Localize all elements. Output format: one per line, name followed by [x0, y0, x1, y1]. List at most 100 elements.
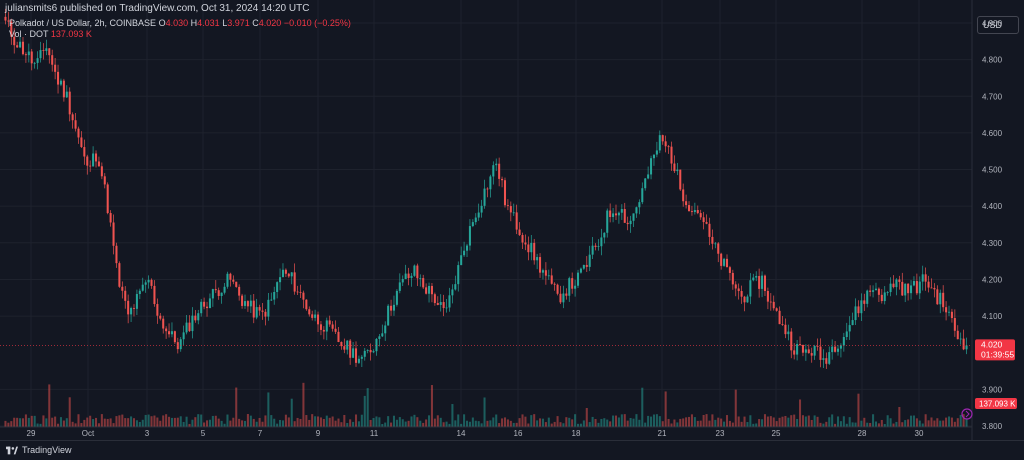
symbol-title[interactable]: Polkadot / US Dollar, 2h, COINBASE [9, 18, 157, 28]
volume-bar [617, 417, 620, 427]
candle-body [813, 346, 816, 356]
volume-bar [54, 416, 57, 427]
volume-bar [962, 414, 965, 427]
volume-bar [445, 421, 448, 427]
volume-bar [480, 423, 483, 427]
volume-bar [48, 384, 51, 427]
price-chart[interactable]: 4.900 4.800 4.700 4.600 4.500 4.400 4.300 4.200… [0, 0, 1024, 440]
volume-bar [71, 421, 74, 427]
volume-bar [749, 415, 752, 427]
candle-body [907, 283, 910, 294]
volume-bar [942, 420, 945, 427]
candle-body [866, 290, 869, 304]
candle-body [541, 270, 544, 273]
volume-label[interactable]: Vol · DOT [9, 29, 49, 39]
price-axis-label: 4.500 [982, 166, 1003, 175]
candle-body [950, 311, 953, 319]
candle-body [135, 294, 138, 309]
candle-body [317, 314, 320, 325]
candle-body [112, 222, 115, 246]
volume-bar [752, 423, 755, 427]
time-axis-label: 25 [772, 429, 781, 438]
candle-body [699, 213, 702, 218]
volume-bar [536, 420, 539, 427]
volume-bar [293, 421, 296, 427]
candle-body [124, 290, 127, 301]
volume-bar [398, 417, 401, 427]
candle-body [10, 21, 13, 37]
volume-bar [378, 417, 381, 427]
candle-body [688, 205, 691, 212]
candle-body [851, 320, 854, 326]
candle-body [650, 158, 653, 175]
volume-bar [506, 419, 509, 427]
volume-bar [392, 415, 396, 427]
candle-body [375, 338, 378, 352]
volume-bar [413, 414, 416, 427]
candle-body [229, 273, 232, 280]
published-info: juliansmits6 published on TradingView.co… [5, 3, 310, 14]
candle-body [42, 50, 45, 51]
volume-bar [945, 417, 948, 427]
volume-bar [243, 420, 247, 427]
candle-body [793, 350, 796, 355]
volume-bar [337, 418, 340, 427]
volume-bar [200, 414, 203, 427]
tradingview-logo[interactable]: TradingView [6, 445, 72, 455]
candle-body [956, 330, 959, 340]
candle-body [877, 288, 880, 295]
candle-body [51, 55, 54, 65]
volume-bar [889, 418, 892, 427]
volume-bar [822, 423, 825, 427]
volume-bar [731, 422, 734, 427]
volume-bar [279, 419, 282, 427]
volume-bar [501, 418, 504, 427]
volume-bar [623, 414, 626, 427]
candle-body [918, 281, 921, 294]
volume-bar [83, 419, 86, 427]
candle-body [839, 345, 842, 349]
candle-body [74, 120, 77, 129]
candle-body [454, 284, 457, 290]
candle-body [477, 212, 480, 218]
volume-bar [132, 418, 136, 427]
volume-bar [807, 415, 810, 427]
volume-bar [667, 418, 670, 427]
candle-body [720, 253, 723, 266]
candle-body [775, 308, 778, 311]
time-axis: 29 Oct 3 5 7 9 11 14 16 18 21 23 25 28 30 [27, 429, 924, 438]
volume-bar [860, 420, 863, 427]
volume-bar [521, 414, 524, 427]
volume-bar [51, 417, 54, 427]
volume-bar [77, 414, 80, 427]
volume-bar [720, 418, 723, 427]
candle-body [243, 301, 247, 306]
candle-body [895, 279, 898, 288]
time-axis-label: 3 [145, 429, 150, 438]
volume-bar [705, 414, 708, 427]
candle-body [200, 301, 203, 314]
currency-button[interactable]: USD [977, 16, 1019, 34]
candle-body [626, 222, 629, 225]
replay-icon[interactable] [961, 408, 973, 420]
volume-badge-label: 137.093 K [979, 400, 1016, 409]
candle-body [270, 299, 273, 301]
volume-bar [340, 422, 343, 427]
candle-body [273, 291, 276, 300]
candle-body [690, 211, 693, 213]
volume-bar [950, 417, 953, 427]
volume-bar [346, 423, 349, 427]
volume-bar [182, 421, 185, 427]
candle-body [518, 229, 521, 236]
candle-body [279, 277, 282, 283]
candle-body [772, 301, 775, 309]
volume-bar [541, 418, 544, 427]
volume-bar [676, 422, 679, 427]
price-axis-label: 4.800 [982, 56, 1003, 65]
candle-body [281, 269, 284, 278]
volume-bar [10, 421, 13, 427]
volume-bar [638, 419, 641, 427]
volume-bar [740, 421, 743, 427]
candle-body [521, 235, 524, 243]
volume-bar [7, 422, 10, 427]
